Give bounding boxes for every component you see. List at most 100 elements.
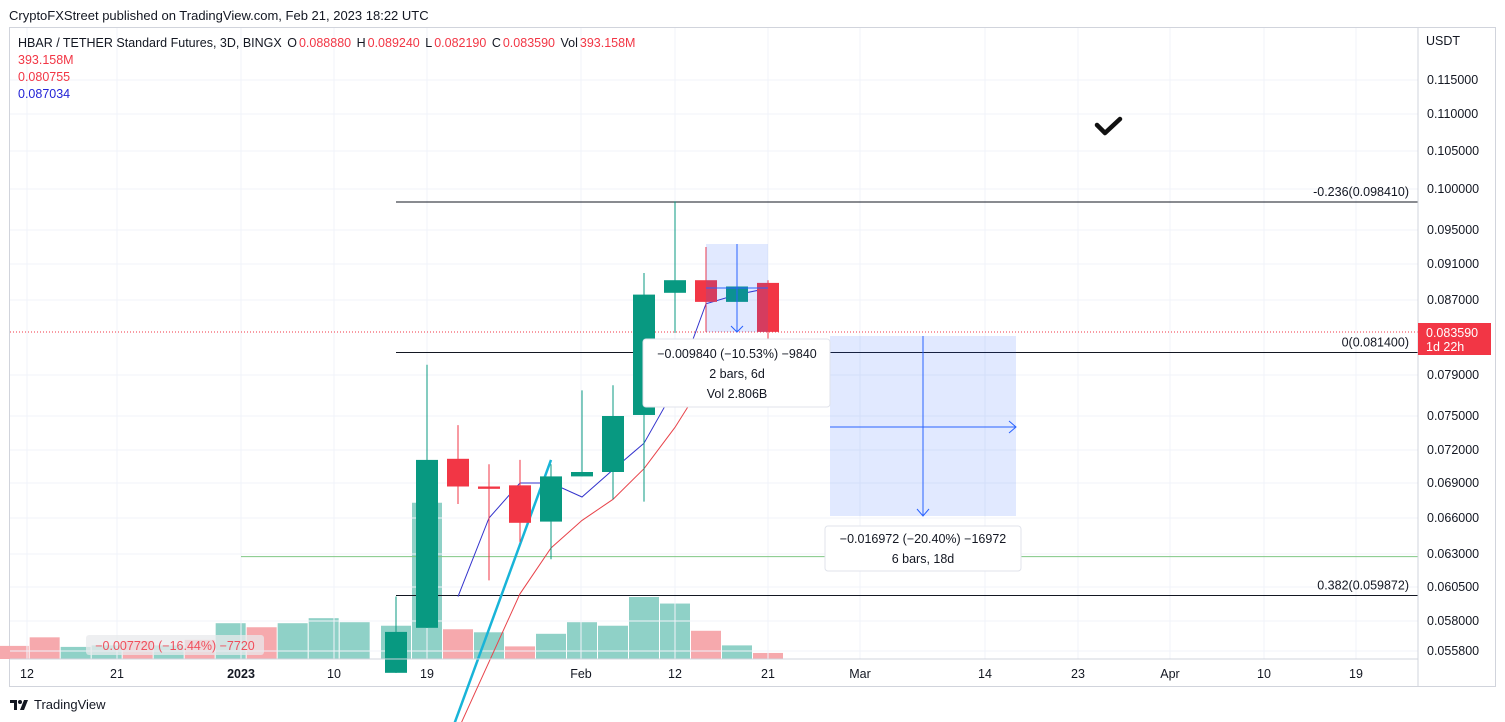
checkmark-icon — [1094, 116, 1123, 136]
measure-ghost-label: −0.007720 (−16.44%) −7720 — [86, 635, 264, 655]
candle-body — [447, 458, 469, 487]
volume-bar — [29, 637, 60, 659]
fib-label: 0.382(0.059872) — [1317, 579, 1409, 593]
x-tick-label: 12 — [668, 667, 682, 681]
x-tick-label: 2023 — [227, 667, 255, 681]
candle-body — [664, 280, 686, 293]
price-badge-countdown: 1d 22h — [1426, 340, 1464, 354]
y-tick-label: 0.079000 — [1427, 368, 1479, 382]
chart-frame[interactable] — [9, 27, 1496, 687]
candle-body — [416, 459, 438, 628]
y-tick-label: 0.115000 — [1427, 73, 1478, 87]
y-tick-label: 0.060500 — [1427, 580, 1479, 594]
volume-bar — [505, 646, 535, 659]
legend-close: 0.083590 — [502, 36, 555, 50]
legend-high-label: H — [356, 36, 366, 50]
legend-open: 0.088880 — [298, 36, 352, 50]
y-tick-label: 0.105000 — [1427, 144, 1479, 158]
candle-body — [478, 486, 500, 489]
candle-body — [385, 631, 407, 673]
y-tick-label: 0.087000 — [1427, 293, 1479, 307]
measure-large-line1: −0.016972 (−20.40%) −16972 — [840, 532, 1007, 546]
arrow-down-icon — [916, 508, 930, 517]
y-axis-unit: USDT — [1426, 34, 1460, 48]
measure-small-label: −0.009840 (−10.53%) −9840 2 bars, 6d Vol… — [642, 338, 831, 408]
legend-low: 0.082190 — [434, 36, 487, 50]
y-tick-label: 0.069000 — [1427, 476, 1479, 490]
x-tick-label: Feb — [570, 667, 592, 681]
y-tick-label: 0.066000 — [1427, 511, 1479, 525]
price-badge: 0.083590 1d 22h — [1418, 323, 1491, 355]
measure-layer — [706, 244, 1017, 517]
footer[interactable]: TradingView — [10, 697, 106, 712]
x-tick-label: 14 — [978, 667, 992, 681]
volume-bar — [60, 646, 91, 659]
y-tick-label: 0.095000 — [1427, 223, 1479, 237]
y-tick-label: 0.063000 — [1427, 547, 1479, 561]
y-tick-label: 0.058000 — [1427, 614, 1479, 628]
chart-legend: HBAR / TETHER Standard Futures, 3D, BING… — [18, 35, 637, 103]
volume-bar — [0, 645, 29, 659]
candle-body — [509, 485, 531, 523]
candle-body — [757, 282, 779, 332]
price-badge-value: 0.083590 — [1426, 326, 1478, 340]
legend-indicator-ma-blue: 0.087034 — [18, 87, 71, 101]
legend-vol-label: Vol — [560, 36, 578, 50]
x-tick-label: 21 — [761, 667, 775, 681]
x-tick-label: 21 — [110, 667, 124, 681]
volume-bar — [277, 623, 308, 659]
y-tick-label: 0.100000 — [1427, 182, 1479, 196]
measure-small-line3: Vol 2.806B — [707, 387, 767, 401]
x-tick-label: 10 — [327, 667, 341, 681]
candle-body — [571, 472, 593, 477]
legend-vol: 393.158M — [579, 36, 636, 50]
measure-small-line1: −0.009840 (−10.53%) −9840 — [657, 347, 817, 361]
volume-bar — [443, 629, 473, 659]
volume-bar — [536, 633, 566, 659]
measure-large-line2: 6 bars, 18d — [892, 552, 955, 566]
fib-layer: -0.236(0.098410) 0(0.081400) 0.382(0.05987… — [10, 185, 1418, 597]
y-tick-label: 0.072000 — [1427, 443, 1479, 457]
tradingview-logo-icon — [10, 699, 28, 710]
legend-symbol: HBAR / TETHER Standard Futures, 3D, BING… — [18, 36, 282, 50]
footer-brand: TradingView — [34, 697, 106, 712]
arrow-down-icon — [730, 325, 744, 333]
x-tick-label: 19 — [1349, 667, 1363, 681]
x-tick-label: 10 — [1257, 667, 1271, 681]
x-tick-label: 12 — [20, 667, 34, 681]
candle-body — [695, 280, 717, 302]
x-tick-label: 19 — [420, 667, 434, 681]
y-tick-label: 0.075000 — [1427, 409, 1479, 423]
legend-open-label: O — [287, 36, 297, 50]
volume-bar — [691, 630, 721, 659]
legend-low-label: L — [425, 36, 433, 50]
volume-bar — [339, 622, 370, 659]
volume-bar — [598, 625, 628, 659]
legend-close-label: C — [491, 36, 501, 50]
axis-layer: 0.115000 0.110000 0.105000 0.100000 0.095000… — [10, 28, 1479, 686]
y-tick-label: 0.055800 — [1427, 644, 1479, 658]
publisher-line: CryptoFXStreet published on TradingView.… — [9, 8, 429, 23]
candle-body — [540, 476, 562, 522]
candle-body — [602, 416, 624, 472]
x-tick-label: 23 — [1071, 667, 1085, 681]
trend-line — [453, 459, 553, 722]
legend-indicator-volume: 393.158M — [18, 53, 74, 67]
measure-large-label: −0.016972 (−20.40%) −16972 6 bars, 18d — [824, 525, 1022, 572]
x-tick-label: Apr — [1160, 667, 1179, 681]
x-tick-label: Mar — [849, 667, 871, 681]
fib-label: 0(0.081400) — [1342, 336, 1409, 350]
measure-small-line2: 2 bars, 6d — [709, 367, 765, 381]
legend-high: 0.089240 — [367, 36, 420, 50]
arrow-right-icon — [1008, 420, 1017, 434]
y-tick-label: 0.091000 — [1427, 257, 1479, 271]
volume-bar — [629, 597, 659, 659]
candle-layer — [385, 201, 779, 673]
volume-bar — [722, 645, 752, 659]
measure-ghost-line1: −0.007720 (−16.44%) −7720 — [95, 639, 255, 653]
y-tick-label: 0.110000 — [1427, 107, 1478, 121]
legend-indicator-ma-red: 0.080755 — [18, 70, 71, 84]
volume-bar — [567, 622, 597, 659]
fib-label: -0.236(0.098410) — [1313, 185, 1409, 199]
